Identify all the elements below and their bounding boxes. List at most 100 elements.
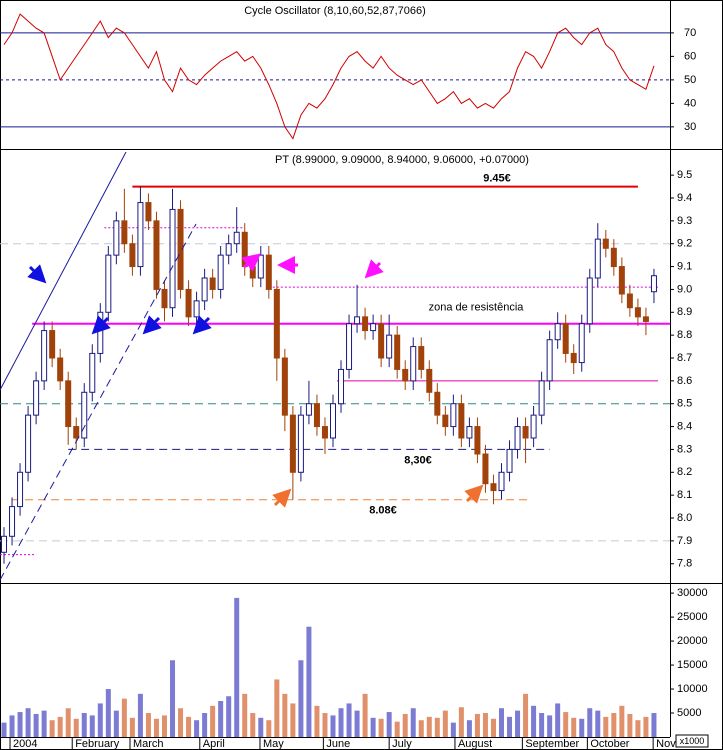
volume-bar <box>194 720 200 737</box>
candle-body <box>177 208 184 290</box>
candle-body <box>554 323 561 341</box>
candle-body <box>546 339 553 382</box>
volume-bar <box>330 715 336 737</box>
candle-body <box>153 220 160 290</box>
y-tick-label: 9.5 <box>677 169 692 181</box>
y-tick-label: 8.9 <box>677 306 692 318</box>
volume-bar <box>234 597 240 737</box>
candle-body <box>225 243 232 256</box>
y-tick-label: 9.3 <box>677 215 692 227</box>
y-tick-label: 8.5 <box>677 398 692 410</box>
candle-body <box>570 352 577 364</box>
volume-bar <box>498 708 504 737</box>
volume-bar <box>282 693 288 737</box>
candle-body <box>642 316 649 322</box>
arrow <box>27 264 47 284</box>
volume-bar <box>97 703 103 737</box>
candle-body <box>65 380 72 428</box>
candle-body <box>321 426 328 439</box>
level-label: zona de resistência <box>429 302 525 314</box>
x-tick-label: May <box>263 738 284 750</box>
trend-line <box>0 151 127 391</box>
candle-body <box>305 403 312 416</box>
y-tick-label: 8.4 <box>677 420 692 432</box>
volume-bar <box>402 713 408 737</box>
candle-body <box>594 238 601 279</box>
candle-body <box>498 471 505 492</box>
candle-body <box>249 266 256 279</box>
candle-body <box>394 334 401 370</box>
volume-bar <box>178 708 184 737</box>
candle-body <box>97 311 104 354</box>
x-tick-label: September <box>525 738 579 750</box>
candle-body <box>1 535 8 553</box>
volume-bar <box>595 710 601 737</box>
candle-body <box>217 254 224 290</box>
candle-body <box>626 293 633 309</box>
volume-bar <box>378 718 384 737</box>
y-tick-label: 8.8 <box>677 329 692 341</box>
arrows <box>27 253 484 508</box>
oscillator-title: Cycle Oscillator (8,10,60,52,87,7066) <box>244 5 426 17</box>
y-tick-label: 30000 <box>677 587 708 599</box>
volume-bar <box>466 720 472 737</box>
volume-bar <box>354 710 360 737</box>
volume-bar <box>603 716 609 737</box>
volume-bar <box>523 693 529 737</box>
y-tick-label: 8.2 <box>677 466 692 478</box>
x-tick-label: Nov <box>656 738 676 750</box>
volume-bar <box>210 705 216 737</box>
volume-bar <box>161 715 167 737</box>
candle-body <box>402 368 409 382</box>
volume-bar <box>218 701 224 737</box>
candle-body <box>578 323 585 364</box>
candle-body <box>458 403 465 439</box>
x-tick-label: April <box>203 738 225 750</box>
candle-body <box>121 220 128 245</box>
volume-bar <box>81 713 87 737</box>
candle-body <box>105 254 112 313</box>
arrow <box>272 488 292 508</box>
volume-bar <box>418 720 424 737</box>
volume-bar <box>643 716 649 737</box>
candle-body <box>185 288 192 318</box>
candle-body <box>514 426 521 450</box>
candle-body <box>650 275 657 293</box>
x-tick-label: March <box>133 738 164 750</box>
volume-bar <box>33 713 39 737</box>
volume-bar <box>482 713 488 737</box>
volume-bar <box>314 705 320 737</box>
y-tick-label: 8.6 <box>677 375 692 387</box>
candle-body <box>297 414 304 473</box>
candle-body <box>25 414 32 473</box>
y-tick-label: 8.7 <box>677 352 692 364</box>
volume-bar <box>290 703 296 737</box>
candle-body <box>370 323 377 332</box>
candle-body <box>81 391 88 439</box>
y-tick-label: 9.1 <box>677 260 692 272</box>
candle-body <box>161 288 168 309</box>
volume-bar <box>105 689 111 737</box>
y-tick-label: 30 <box>684 121 696 133</box>
candle-body <box>610 247 617 268</box>
candle-body <box>9 506 16 537</box>
candle-body <box>362 316 369 332</box>
x-tick-label: October <box>590 738 629 750</box>
y-tick-label: 70 <box>684 27 696 39</box>
candle-body <box>450 403 457 428</box>
volume-bar <box>555 703 561 737</box>
trend-line <box>0 223 197 581</box>
plot-layer: 30 40 50 60 70 7.8 7.9 8.0 8.1 8.2 8.3 8.4 8.5 8.6 8.7… <box>0 13 708 750</box>
y-tick-label: 5000 <box>677 707 701 719</box>
x-tick-label: June <box>326 738 350 750</box>
volume-bar <box>651 713 657 737</box>
y-tick-label: 7.8 <box>677 558 692 570</box>
candle-body <box>17 471 24 508</box>
candle-body <box>434 391 441 416</box>
candle-body <box>233 231 240 245</box>
arrow <box>192 315 212 335</box>
volume-bar <box>635 720 641 737</box>
volume-bar <box>73 718 79 737</box>
